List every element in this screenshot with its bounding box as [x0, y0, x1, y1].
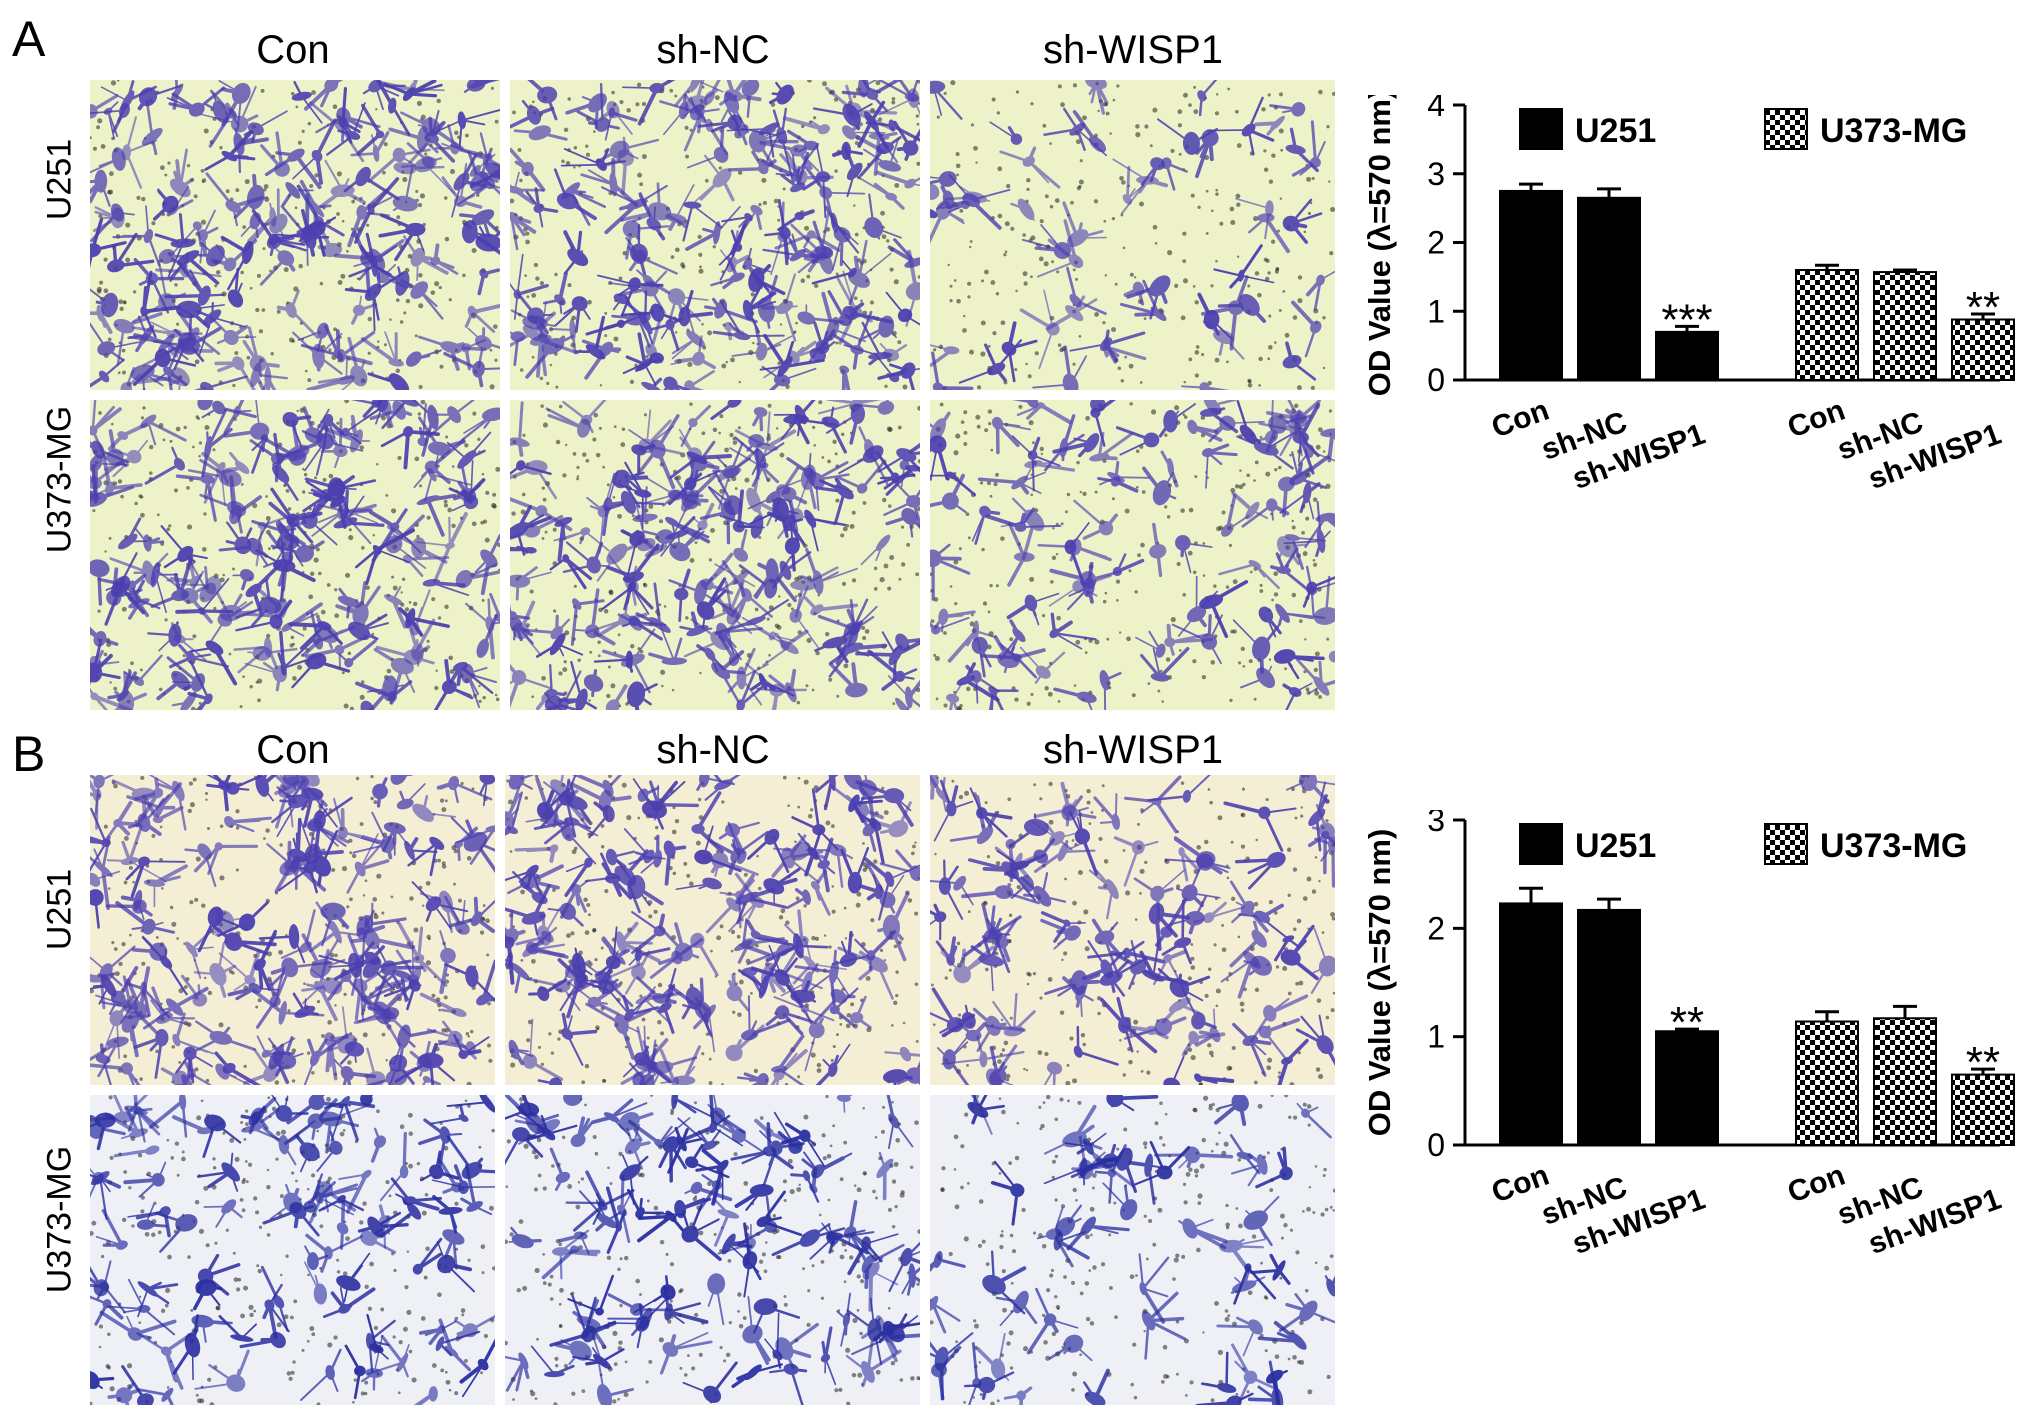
micrograph-a-u251-sh-nc: [510, 80, 920, 390]
row-label-u251-b: U251: [40, 868, 79, 951]
row-label-u373-mg-a: U373-MG: [40, 405, 79, 554]
micrograph-a-u251-con: [90, 80, 500, 390]
y-tick-label: 3: [1427, 156, 1445, 192]
legend-swatch: [1764, 823, 1808, 865]
micrograph-a-u373-mg-sh-wisp1: [930, 400, 1335, 710]
bar-u251-sh-nc: [1577, 196, 1641, 381]
y-tick-label: 2: [1427, 910, 1445, 946]
legend-swatch: [1519, 823, 1563, 865]
y-tick-label: 4: [1427, 95, 1445, 123]
micrograph-a-u373-mg-con: [90, 400, 500, 710]
legend-swatch: [1764, 108, 1808, 150]
legend-label: U251: [1575, 827, 1656, 865]
significance-marker: **: [1966, 283, 2000, 332]
bar-u373-mg-sh-wisp1: [1951, 1073, 2015, 1147]
y-tick-label: 3: [1427, 810, 1445, 838]
bar-u251-con: [1499, 189, 1563, 381]
micrograph-b-u251-sh-nc: [505, 775, 920, 1085]
column-header-con-b: Con: [256, 728, 330, 772]
bar-u373-mg-con: [1795, 269, 1859, 381]
column-header-con-a: Con: [256, 28, 330, 72]
row-label-u251-a: U251: [40, 138, 79, 221]
micrograph-b-u373-mg-con: [90, 1095, 495, 1405]
micrograph-a-u373-mg-sh-nc: [510, 400, 920, 710]
micrograph-b-u373-mg-sh-wisp1: [930, 1095, 1335, 1405]
bar-u251-sh-nc: [1577, 908, 1641, 1146]
y-tick-label: 0: [1427, 1127, 1445, 1163]
micrograph-b-u251-sh-wisp1: [930, 775, 1335, 1085]
micrograph-b-u373-mg-sh-nc: [505, 1095, 920, 1405]
significance-marker: **: [1670, 998, 1704, 1047]
row-label-u373-mg-b: U373-MG: [40, 1145, 79, 1294]
panel-letter-b: B: [12, 726, 46, 782]
legend-label: U251: [1575, 112, 1656, 150]
micrograph-a-u251-sh-wisp1: [930, 80, 1335, 390]
bar-u373-mg-con: [1795, 1020, 1859, 1146]
column-header-sh-nc-a: sh-NC: [656, 28, 770, 72]
micrograph-b-u251-con: [90, 775, 495, 1085]
y-tick-label: 1: [1427, 1019, 1445, 1055]
column-header-sh-wisp1-a: sh-WISP1: [1042, 28, 1224, 72]
bar-u373-mg-sh-wisp1: [1951, 318, 2015, 381]
column-header-sh-nc-b: sh-NC: [656, 728, 770, 772]
legend-label: U373-MG: [1820, 827, 1967, 865]
significance-marker: **: [1966, 1038, 2000, 1087]
y-tick-label: 1: [1427, 293, 1445, 329]
panel-letter-a: A: [12, 11, 46, 67]
legend-label: U373-MG: [1820, 112, 1967, 150]
bar-u251-sh-wisp1: [1655, 330, 1719, 381]
bar-u251-sh-wisp1: [1655, 1030, 1719, 1146]
y-axis-label: OD Value (λ=570 nm): [1362, 829, 1397, 1137]
y-tick-label: 0: [1427, 362, 1445, 398]
y-axis-label: OD Value (λ=570 nm): [1362, 95, 1397, 396]
bar-u373-mg-sh-nc: [1873, 271, 1937, 381]
legend-swatch: [1519, 108, 1563, 150]
bar-u373-mg-sh-nc: [1873, 1017, 1937, 1146]
significance-marker: ***: [1661, 295, 1712, 344]
y-tick-label: 2: [1427, 225, 1445, 261]
column-header-sh-wisp1-b: sh-WISP1: [1042, 728, 1224, 772]
bar-u251-con: [1499, 902, 1563, 1146]
